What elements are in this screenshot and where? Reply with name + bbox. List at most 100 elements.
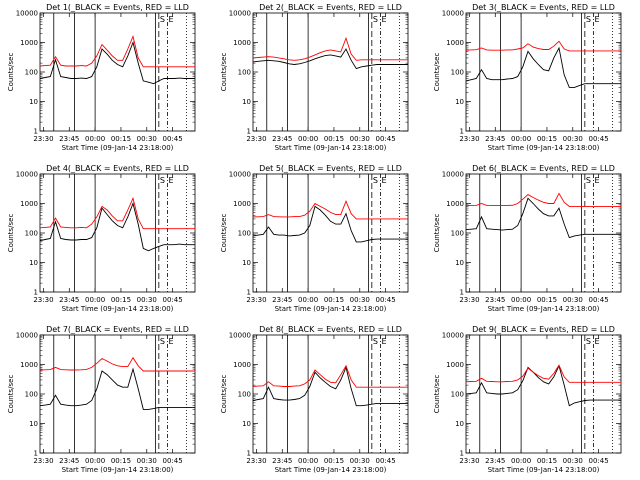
x-tick-label: 23:30 <box>459 457 479 465</box>
start-marker-label: S <box>586 15 591 24</box>
x-axis-label: Start Time (09-Jan-14 23:18:00) <box>62 144 174 152</box>
detector-panel-8: Det 8(_BLACK = Events, RED = LLD 1 10 100 10… <box>220 325 409 474</box>
events-series-line <box>465 46 621 88</box>
x-tick-label: 00:15 <box>111 457 131 465</box>
y-tick-label: 1000 <box>20 200 38 208</box>
panel-title: Det 5(_BLACK = Events, RED = LLD <box>259 164 402 173</box>
x-tick-label: 00:30 <box>563 296 583 304</box>
x-tick-label: 00:15 <box>111 135 131 143</box>
y-tick-label: 10000 <box>16 171 38 179</box>
end-marker-label: E <box>381 337 386 346</box>
x-tick-label: 00:15 <box>324 135 344 143</box>
events-series-line <box>39 41 195 85</box>
x-tick-label: 23:30 <box>459 296 479 304</box>
plot-frame <box>465 334 622 454</box>
x-tick-label: 00:30 <box>563 457 583 465</box>
x-axis-label: Start Time (09-Jan-14 23:18:00) <box>62 305 174 313</box>
x-tick-label: 00:15 <box>324 296 344 304</box>
x-tick-label: 23:45 <box>485 296 505 304</box>
detector-panel-9: Det 9(_BLACK = Events, RED = LLD 1 10 100 10… <box>433 325 622 474</box>
x-tick-label: 23:30 <box>246 296 266 304</box>
y-tick-label: 1000 <box>20 39 38 47</box>
x-tick-label: 23:45 <box>59 296 79 304</box>
x-axis-label: Start Time (09-Jan-14 23:18:00) <box>488 144 600 152</box>
x-tick-label: 00:00 <box>298 457 318 465</box>
lld-series-line <box>39 35 195 68</box>
x-tick-label: 23:45 <box>272 457 292 465</box>
x-tick-label: 00:45 <box>376 135 396 143</box>
y-axis-label: Counts/sec <box>433 214 441 253</box>
end-marker-label: E <box>168 337 173 346</box>
end-marker-label: E <box>594 337 599 346</box>
x-tick-label: 00:45 <box>376 296 396 304</box>
x-tick-label: 00:15 <box>537 457 557 465</box>
y-axis-label: Counts/sec <box>7 375 15 414</box>
detector-panel-4: Det 4(_BLACK = Events, RED = LLD 1 10 100 10… <box>7 164 196 313</box>
x-tick-label: 00:30 <box>350 296 370 304</box>
y-tick-label: 10 <box>29 420 38 428</box>
x-tick-label: 00:30 <box>563 135 583 143</box>
x-tick-label: 23:45 <box>485 457 505 465</box>
y-tick-label: 10 <box>242 420 251 428</box>
x-tick-label: 00:15 <box>537 135 557 143</box>
lld-series-line <box>39 356 195 372</box>
plot-frame <box>39 173 196 293</box>
y-tick-label: 100 <box>451 230 464 238</box>
x-tick-label: 23:45 <box>59 457 79 465</box>
lld-series-line <box>39 196 195 230</box>
panel-title: Det 1(_BLACK = Events, RED = LLD <box>46 3 189 12</box>
y-tick-label: 1000 <box>446 200 464 208</box>
plot-frame <box>465 173 622 293</box>
y-tick-label: 10000 <box>229 10 251 18</box>
panel-title: Det 8(_BLACK = Events, RED = LLD <box>259 325 402 334</box>
y-tick-label: 10000 <box>16 332 38 340</box>
panel-title: Det 7(_BLACK = Events, RED = LLD <box>46 325 189 334</box>
x-tick-label: 00:45 <box>163 457 183 465</box>
y-tick-label: 10000 <box>229 171 251 179</box>
end-marker-label: E <box>594 15 599 24</box>
x-tick-label: 23:30 <box>33 296 53 304</box>
y-axis-label: Counts/sec <box>220 214 228 253</box>
start-marker-label: S <box>373 176 378 185</box>
y-axis-label: Counts/sec <box>433 53 441 92</box>
x-tick-label: 00:45 <box>163 296 183 304</box>
end-marker-label: E <box>168 176 173 185</box>
x-axis-label: Start Time (09-Jan-14 23:18:00) <box>275 144 387 152</box>
y-axis-label: Counts/sec <box>7 53 15 92</box>
lld-series-line <box>252 199 408 220</box>
x-tick-label: 00:30 <box>137 457 157 465</box>
x-axis-label: Start Time (09-Jan-14 23:18:00) <box>488 305 600 313</box>
plot-frame <box>39 334 196 454</box>
y-axis-label: Counts/sec <box>433 375 441 414</box>
x-tick-label: 00:15 <box>324 457 344 465</box>
y-tick-label: 10 <box>29 98 38 106</box>
plot-frame <box>252 12 409 132</box>
y-tick-label: 100 <box>238 69 251 77</box>
end-marker-label: E <box>168 15 173 24</box>
lld-series-line <box>252 364 408 388</box>
x-tick-label: 00:15 <box>537 296 557 304</box>
start-marker-label: S <box>160 15 165 24</box>
y-tick-label: 10000 <box>442 171 464 179</box>
y-tick-label: 1 <box>460 128 464 136</box>
panel-title: Det 3(_BLACK = Events, RED = LLD <box>472 3 615 12</box>
lld-series-line <box>465 364 621 383</box>
end-marker-label: E <box>381 176 386 185</box>
y-tick-label: 100 <box>238 230 251 238</box>
y-tick-label: 1 <box>460 450 464 458</box>
x-tick-label: 23:30 <box>246 457 266 465</box>
x-tick-label: 00:00 <box>85 135 105 143</box>
x-tick-label: 23:30 <box>33 135 53 143</box>
end-marker-label: E <box>594 176 599 185</box>
y-tick-label: 1000 <box>446 361 464 369</box>
y-tick-label: 100 <box>238 391 251 399</box>
panel-title: Det 6(_BLACK = Events, RED = LLD <box>472 164 615 173</box>
end-marker-label: E <box>381 15 386 24</box>
events-series-line <box>252 48 408 70</box>
x-tick-label: 00:45 <box>589 296 609 304</box>
y-tick-label: 10000 <box>442 10 464 18</box>
y-tick-label: 1 <box>34 289 38 297</box>
events-series-line <box>39 367 195 410</box>
y-tick-label: 1 <box>247 450 251 458</box>
x-tick-label: 00:00 <box>298 296 318 304</box>
